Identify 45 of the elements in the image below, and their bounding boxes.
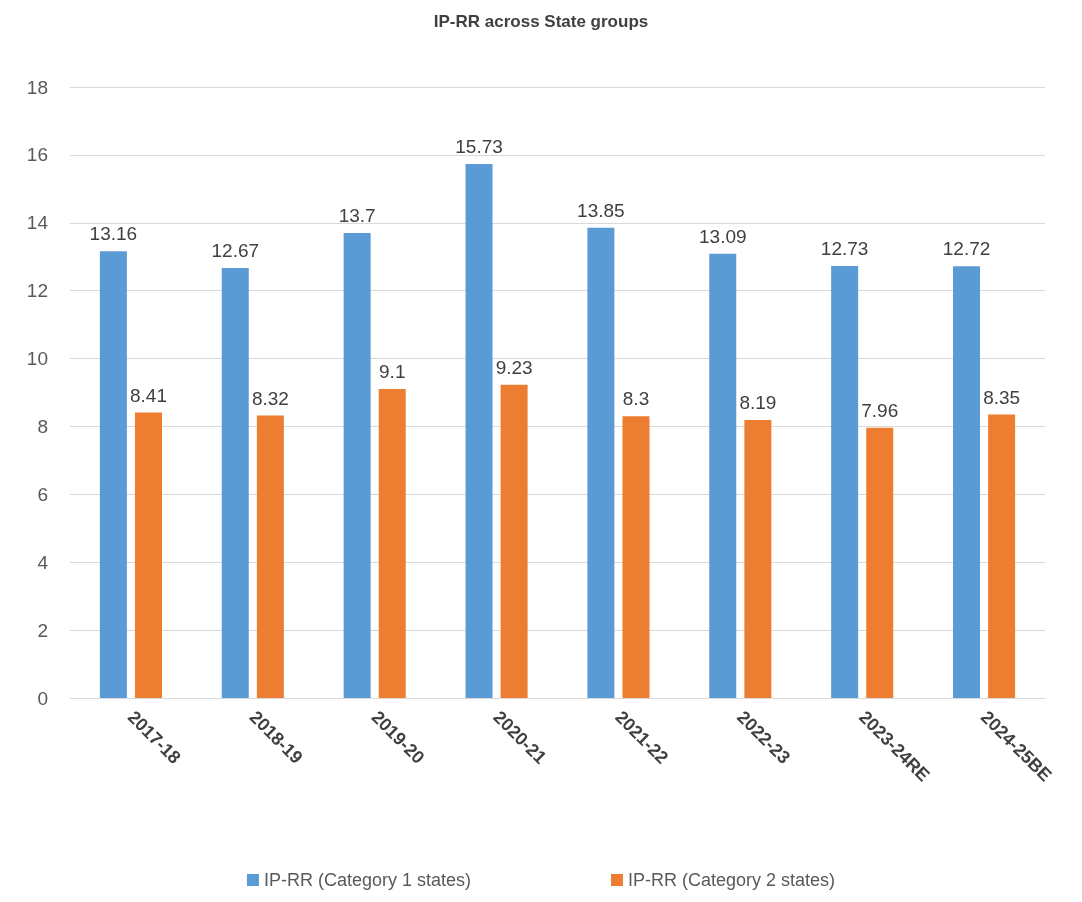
bar — [221, 267, 249, 698]
bar — [256, 415, 284, 698]
y-tick-label: 8 — [37, 415, 48, 437]
y-tick-label: 12 — [26, 280, 48, 302]
data-label: 8.3 — [622, 388, 650, 410]
bar — [831, 265, 859, 698]
bar — [500, 384, 528, 698]
bar — [709, 253, 737, 698]
bar — [744, 420, 772, 698]
bar — [988, 414, 1016, 698]
y-tick-label: 4 — [37, 551, 49, 573]
bar — [343, 232, 371, 698]
data-label: 7.96 — [861, 399, 899, 421]
y-tick-label: 18 — [26, 76, 48, 98]
legend-label: IP-RR (Category 1 states) — [263, 870, 471, 890]
y-tick-label: 2 — [37, 619, 48, 641]
y-tick-label: 6 — [37, 483, 48, 505]
data-label: 13.7 — [338, 204, 376, 226]
chart-title: IP-RR across State groups — [433, 12, 649, 31]
data-label: 9.23 — [495, 356, 533, 378]
y-tick-label: 0 — [37, 687, 48, 709]
legend-label: IP-RR (Category 2 states) — [628, 870, 836, 890]
bar — [622, 416, 650, 698]
bar — [465, 164, 493, 698]
y-tick-label: 16 — [26, 144, 48, 166]
data-label: 9.1 — [379, 361, 406, 383]
y-tick-label: 14 — [26, 212, 49, 234]
bar — [378, 389, 406, 698]
bar — [953, 266, 981, 698]
y-tick-label: 10 — [26, 348, 48, 370]
data-label: 8.41 — [130, 384, 167, 406]
data-label: 13.16 — [89, 223, 138, 245]
data-label: 8.19 — [739, 391, 777, 413]
data-label: 13.85 — [577, 199, 625, 221]
data-label: 12.72 — [942, 238, 991, 260]
data-label: 12.73 — [820, 237, 869, 259]
bar — [866, 427, 894, 698]
bar — [99, 251, 127, 698]
data-label: 15.73 — [455, 136, 503, 158]
bar — [587, 227, 615, 698]
bar — [134, 412, 162, 698]
data-label: 13.09 — [698, 225, 747, 247]
data-label: 8.32 — [251, 387, 289, 409]
data-label: 8.35 — [983, 386, 1021, 408]
data-label: 12.67 — [211, 239, 260, 261]
